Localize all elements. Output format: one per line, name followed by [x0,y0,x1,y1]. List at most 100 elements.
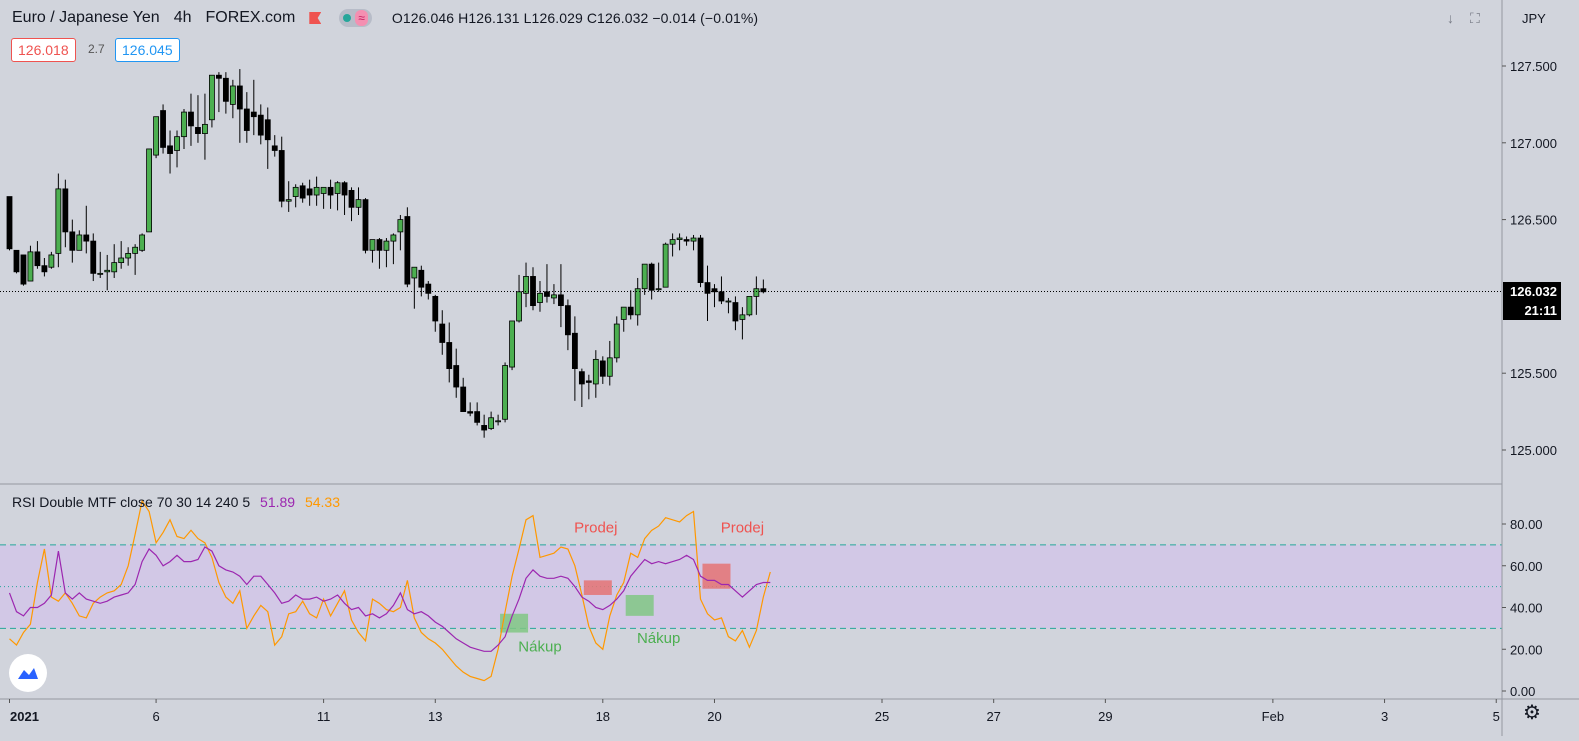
rsi-slow-value: 51.89 [260,494,296,510]
price-axis-label: 125.000 [1510,443,1557,458]
candles [6,69,767,438]
candle-down [599,360,606,377]
status-pill[interactable]: ≈ [339,9,372,27]
rsi-title[interactable]: RSI Double MTF close 70 30 14 240 5 [12,494,251,510]
axes[interactable]: 127.500 127.000 126.500 125.500 125.000 80.00… [9,59,1558,724]
candle-up [76,234,83,251]
candle-down [558,294,564,307]
candle-up [725,300,732,303]
last-price-value: 126.032 [1510,284,1557,299]
time-axis-label: 11 [317,709,331,724]
candle-down [481,425,488,431]
candle-down [697,237,704,283]
candle-up [118,257,125,264]
candle-down [718,291,725,302]
candle-down [578,371,585,385]
gear-icon[interactable]: ⚙ [1523,702,1541,724]
candle-up [641,263,648,290]
candle-up [125,252,132,259]
rsi-series-line [8,546,771,652]
signal-labels: Prodej Nákup Nákup Prodej [518,519,764,655]
exchange-label[interactable]: FOREX.com [205,9,296,26]
candle-up [746,295,753,316]
candle-up [397,219,404,233]
candle-up [285,199,292,202]
time-axis-label: 18 [596,709,610,724]
spread-value: 2.7 [88,42,105,56]
candle-down [341,182,348,196]
candle-down [732,302,739,322]
pane-controls: ↓ ⛶ [1447,10,1480,27]
candle-down [69,231,76,251]
candle-up [502,365,508,420]
rsi-axis-label: 40.00 [1510,601,1543,616]
candle-up [655,288,662,291]
rsi-fast-value: 54.33 [304,494,341,510]
signal-zone-buy [625,594,654,616]
candle-up [202,123,208,134]
candle-down [62,188,69,233]
interval-label[interactable]: 4h [173,9,192,26]
signal-label-sell: Prodej [721,519,764,536]
price-axis-label: 127.000 [1510,136,1557,151]
candle-down [432,295,439,322]
rsi-legend: RSI Double MTF close 70 30 14 240 5 51.8… [12,494,340,510]
arrow-down-icon[interactable]: ↓ [1447,10,1454,26]
candle-down [348,190,355,208]
candle-up [146,148,153,233]
candle-down [418,269,425,288]
candle-down [530,276,536,307]
candle-up [606,357,613,377]
time-axis-label: Feb [1262,709,1284,724]
candle-down [83,234,90,242]
flag-icon[interactable] [309,12,322,24]
currency-label[interactable]: JPY [1522,11,1546,26]
symbol-name[interactable]: Euro / Japanese Yen [12,9,160,26]
candle-down [474,411,481,423]
candle-up [48,254,55,268]
time-axis-label: 13 [428,709,442,724]
candle-down [13,249,20,273]
candle-down [243,108,250,131]
candle-up [509,320,515,368]
rsi-axis-label: 20.00 [1510,642,1543,657]
candle-down [648,263,655,291]
signal-label-buy: Nákup [637,630,680,647]
candle-down [585,380,592,383]
candle-up [739,314,746,320]
time-axis-label: 20 [707,709,721,724]
time-axis-label: 5 [1493,709,1500,724]
candle-up [209,74,215,121]
time-axis-label: 29 [1098,709,1112,724]
sell-button[interactable]: 126.018 [11,38,76,62]
fullscreen-icon[interactable]: ⛶ [1470,10,1480,26]
time-axis-label: 2021 [10,709,39,724]
time-axis-label: 3 [1381,709,1388,724]
candle-up [488,417,495,429]
candle-down [446,342,453,369]
candle-up [174,136,180,151]
candle-up [662,243,669,288]
candle-up [153,116,159,156]
ohlc-values: O126.046 H126.131 L126.029 C126.032 −0.0… [391,10,759,26]
candle-down [167,145,173,154]
tradingview-logo-icon[interactable] [9,654,47,692]
buy-button[interactable]: 126.045 [115,38,180,62]
candle-down [20,254,27,285]
candle-down [41,265,48,273]
candle-up [181,111,187,138]
last-price-label-bg [1503,282,1561,320]
price-axis-label: 125.500 [1510,366,1557,381]
candle-down [160,110,166,148]
rsi-axis-label: 60.00 [1510,559,1543,574]
candle-down [264,119,271,141]
candle-up [139,234,146,251]
candle-down [425,283,432,294]
candle-up [592,358,599,385]
rsi-series-line [9,499,771,682]
symbol-legend: Euro / Japanese Yen 4h FOREX.com ≈ O126.… [12,9,758,27]
candle-up [104,269,111,273]
candle-down [565,305,571,336]
